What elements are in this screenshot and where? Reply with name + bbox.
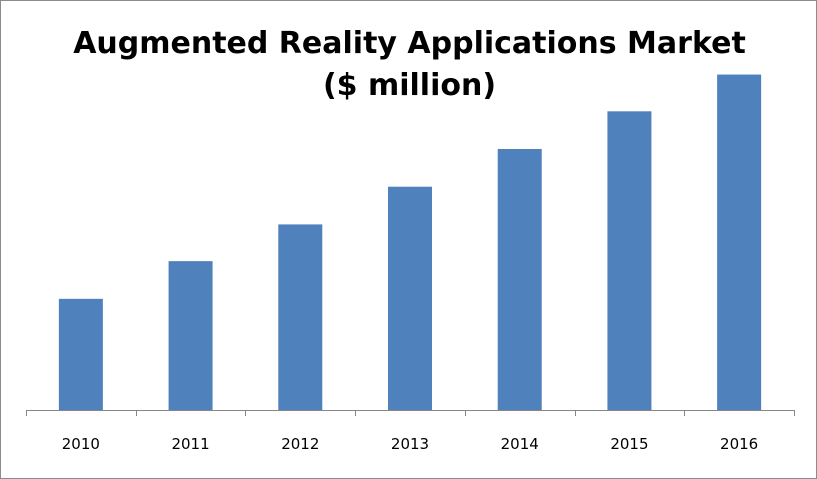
bar-2013 bbox=[388, 186, 432, 410]
chart-title-line-1: Augmented Reality Applications Market bbox=[73, 26, 746, 61]
bar-2010 bbox=[58, 298, 103, 410]
bar-2016 bbox=[717, 74, 762, 411]
bar-2014 bbox=[497, 149, 542, 410]
x-tick-label-2014: 2014 bbox=[501, 435, 539, 453]
x-tick-label-2013: 2013 bbox=[391, 435, 429, 453]
x-tick-label-2016: 2016 bbox=[720, 435, 758, 453]
chart-title-line-2: ($ million) bbox=[322, 68, 497, 103]
x-tick-label-2012: 2012 bbox=[281, 435, 319, 453]
bar-2015 bbox=[607, 111, 652, 411]
chart-title: Augmented Reality Applications Market ($… bbox=[1, 23, 817, 107]
bar-2011 bbox=[168, 261, 213, 410]
bar-2012 bbox=[278, 224, 323, 410]
x-tick-label-2011: 2011 bbox=[171, 435, 209, 453]
x-tick-label-2010: 2010 bbox=[62, 435, 100, 453]
x-tick-label-2015: 2015 bbox=[610, 435, 648, 453]
